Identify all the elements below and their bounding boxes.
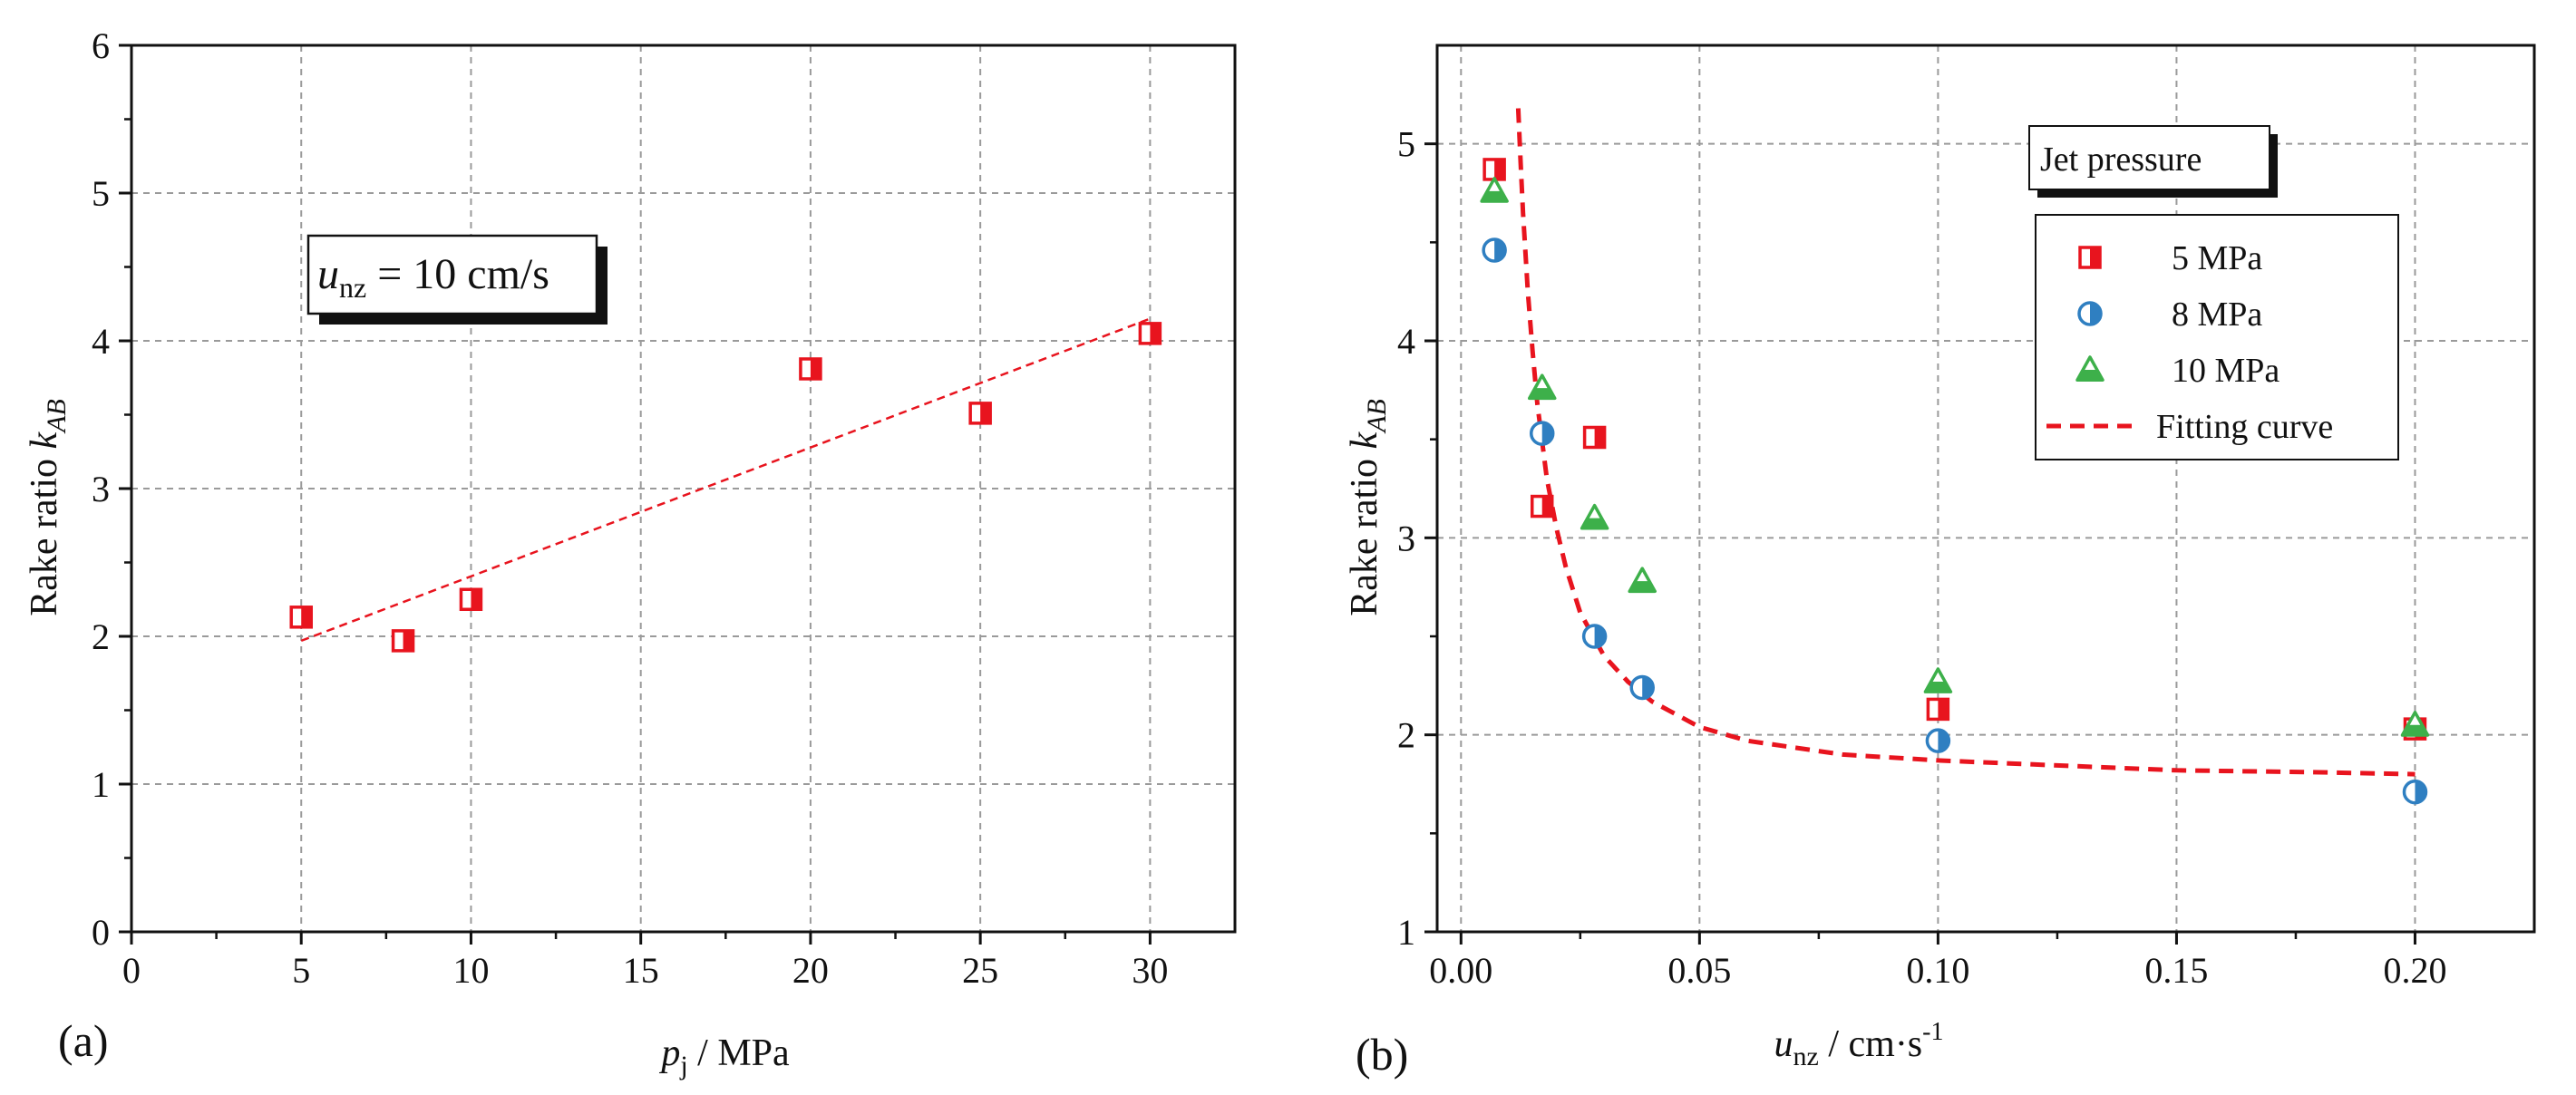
a-ytick-label: 2 [92, 616, 110, 657]
panel-a-point [459, 587, 483, 611]
panel-b-label: (b) [1356, 1029, 1408, 1080]
a-ytick-label: 1 [92, 764, 110, 805]
panel-a-marks [289, 322, 1162, 653]
panel-b-ylabel: Rake ratio kAB [1344, 399, 1392, 616]
b-xtick-label: 0.10 [1906, 950, 1969, 991]
legend-items: 5 MPa 8 MPa 10 MPa Fitting curve [2046, 239, 2333, 446]
legend-item: 8 MPa [2077, 296, 2262, 334]
panel-b-point [1482, 158, 1506, 181]
legend-label: 5 MPa [2172, 239, 2262, 277]
panel-a-point [968, 402, 992, 425]
a-xtick-label: 5 [292, 950, 310, 991]
b-ytick-label: 2 [1397, 715, 1415, 756]
panel-b-point [2400, 711, 2430, 737]
legend-title: Jet pressure [2040, 141, 2202, 179]
annotation-frame [306, 234, 598, 315]
legend-label: 10 MPa [2172, 352, 2280, 390]
panel-b-point [1926, 697, 1950, 722]
legend-swatch [2077, 301, 2103, 326]
panel-b-point [2402, 779, 2428, 805]
a-ytick-label: 4 [92, 321, 110, 362]
a-ytick-label: 0 [92, 912, 110, 953]
annotation-text: unz = 10 cm/s [317, 250, 549, 304]
b-ytick-label: 5 [1397, 124, 1415, 165]
panel-a-point [1138, 322, 1162, 345]
a-xtick-label: 30 [1132, 950, 1168, 991]
b-ytick-label: 1 [1397, 912, 1415, 953]
a-xtick-label: 25 [962, 950, 998, 991]
a-ytick-label: 5 [92, 173, 110, 214]
panel-b-marks [1480, 158, 2430, 805]
legend-item: Fitting curve [2046, 408, 2333, 446]
panel-a-fit-layer [300, 317, 1151, 643]
panel-b-frame [1435, 44, 2536, 934]
panel-b-point [1925, 728, 1951, 753]
a-xtick-label: 20 [792, 950, 829, 991]
b-ytick-label: 3 [1397, 518, 1415, 558]
panel-b-grid [1437, 45, 2534, 932]
panel-a-xlabel: pj / MPa [658, 1032, 790, 1080]
panel-b-point [1581, 624, 1608, 649]
panel-b-point [1482, 237, 1507, 263]
b-ytick-label: 4 [1397, 321, 1415, 362]
annotation-box: unz = 10 cm/s [306, 234, 608, 325]
panel-b-point [1530, 494, 1554, 518]
panel-a-point [799, 357, 822, 381]
a-xtick-label: 0 [122, 950, 141, 991]
panel-a-label: (a) [58, 1015, 109, 1066]
panel-b-point [1582, 425, 1607, 450]
a-ytick-label: 6 [92, 25, 110, 66]
panel-b-point [1923, 667, 1953, 693]
legend-swatch [2075, 355, 2105, 382]
a-xtick-label: 15 [623, 950, 659, 991]
b-xtick-label: 0.05 [1667, 950, 1731, 991]
b-xtick-label: 0.15 [2144, 950, 2208, 991]
panel-a-point [289, 606, 313, 629]
panel-a-grid [131, 45, 1235, 932]
panel-b-ticks: 0.00 0.05 0.10 0.15 0.20 1 2 3 4 5 [1397, 124, 2446, 991]
a-xtick-label: 10 [452, 950, 489, 991]
panel-a-fit-line [300, 317, 1151, 643]
panel-b: 0.00 0.05 0.10 0.15 0.20 1 2 3 4 5 Jet pressure 5… [1344, 44, 2536, 1080]
panel-b-point [1629, 674, 1655, 701]
panel-b-point [1527, 373, 1557, 401]
panel-a-ticks: 0 5 10 15 20 25 30 0 1 2 3 4 5 6 [92, 25, 1168, 991]
panel-a: 0 5 10 15 20 25 30 0 1 2 3 4 5 6 unz = 10 cm/s pj / M… [24, 25, 1237, 1080]
a-ytick-label: 3 [92, 469, 110, 509]
panel-b-point [1480, 177, 1509, 203]
legend: Jet pressure 5 MPa 8 MPa 10 MPa Fitting cur… [2028, 125, 2399, 460]
b-xtick-label: 0.20 [2383, 950, 2446, 991]
panel-b-xlabel: unz / cm·s-1 [1774, 1018, 1944, 1071]
legend-swatch [2078, 246, 2102, 269]
legend-title-frame [2028, 125, 2270, 190]
panel-a-point [391, 629, 415, 653]
panel-a-ylabel: Rake ratio kAB [24, 399, 72, 616]
legend-item: 10 MPa [2075, 352, 2280, 390]
legend-label: Fitting curve [2156, 408, 2333, 446]
panel-b-point [1529, 421, 1555, 446]
panel-b-point [1580, 503, 1609, 530]
legend-label: 8 MPa [2172, 296, 2262, 334]
legend-item: 5 MPa [2078, 239, 2262, 277]
panel-b-point [1628, 567, 1657, 594]
b-xtick-label: 0.00 [1429, 950, 1492, 991]
